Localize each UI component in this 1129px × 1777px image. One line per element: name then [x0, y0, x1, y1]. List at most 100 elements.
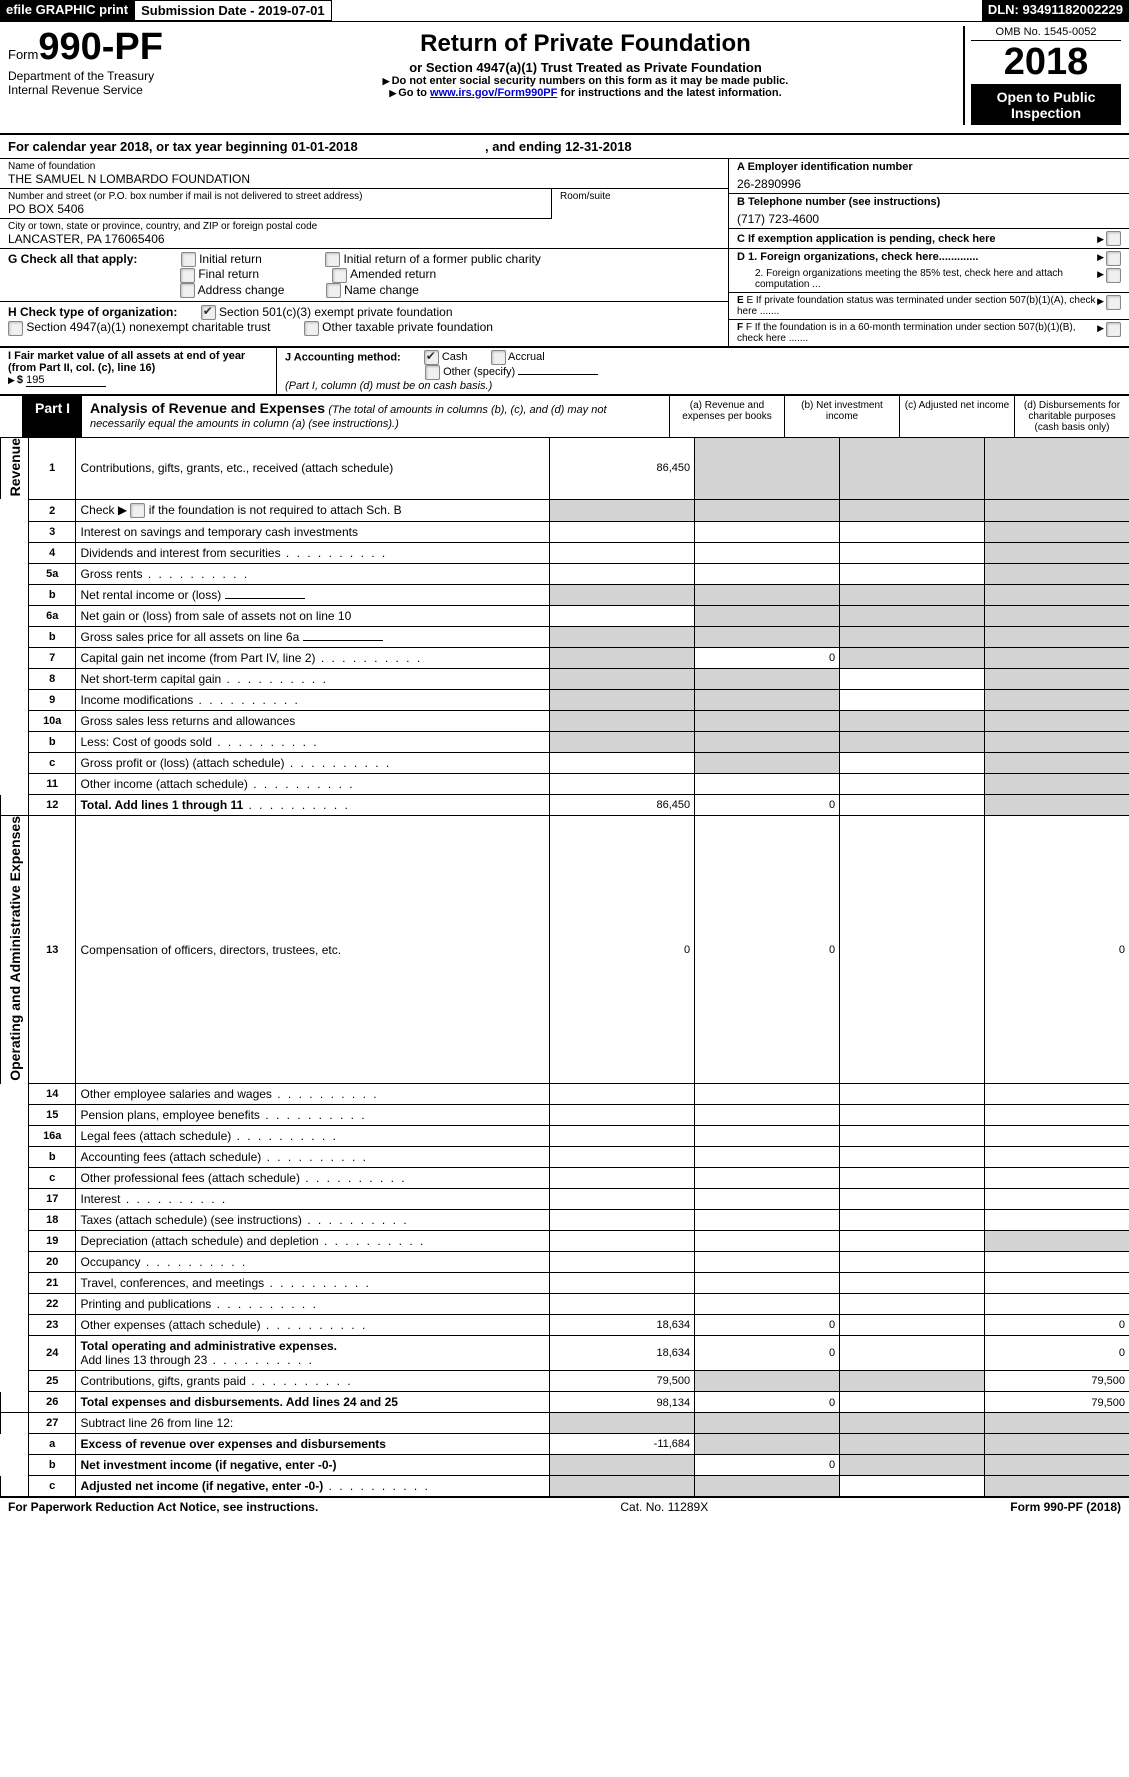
row-num: 26	[29, 1392, 76, 1413]
row-desc: Contributions, gifts, grants, etc., rece…	[76, 438, 550, 499]
checkbox-initial[interactable]	[181, 252, 196, 267]
col-c-header: (c) Adjusted net income	[899, 396, 1014, 437]
cell-a	[550, 1455, 695, 1476]
checkbox-cash[interactable]	[424, 350, 439, 365]
cell-b	[695, 1434, 840, 1455]
row-num: 4	[29, 543, 76, 564]
j-cash: Cash	[442, 351, 468, 363]
e-cell: E E If private foundation status was ter…	[729, 293, 1129, 320]
irs-link[interactable]: www.irs.gov/Form990PF	[430, 87, 557, 99]
checkbox-other[interactable]	[425, 365, 440, 380]
checkbox-schb[interactable]	[130, 503, 145, 518]
cell-d	[985, 543, 1129, 564]
form-subtitle: or Section 4947(a)(1) Trust Treated as P…	[208, 60, 963, 75]
footer-left: For Paperwork Reduction Act Notice, see …	[8, 1500, 318, 1514]
row-desc: Travel, conferences, and meetings	[76, 1273, 550, 1294]
cell-b	[695, 564, 840, 585]
f-label: F If the foundation is in a 60-month ter…	[737, 322, 1076, 344]
row-num: b	[29, 627, 76, 648]
h-opt3: Other taxable private foundation	[322, 320, 493, 334]
cell-d	[985, 669, 1129, 690]
cell-c	[840, 648, 985, 669]
cell-b	[695, 522, 840, 543]
cell-a: -11,684	[550, 1434, 695, 1455]
dollar-sign: $	[17, 374, 23, 386]
row-desc: Other income (attach schedule)	[76, 774, 550, 795]
row-desc: Other expenses (attach schedule)	[76, 1315, 550, 1336]
cell-c	[840, 522, 985, 543]
cell-d	[985, 522, 1129, 543]
cell-a	[550, 690, 695, 711]
cell-a	[550, 753, 695, 774]
part-label: Part I	[23, 396, 82, 437]
g-opt2: Initial return of a former public charit…	[343, 252, 540, 266]
checkbox-address[interactable]	[180, 283, 195, 298]
checkbox-initial-former[interactable]	[325, 252, 340, 267]
cell-c	[840, 1476, 985, 1497]
cell-b	[695, 1476, 840, 1497]
street-cell: Number and street (or P.O. box number if…	[0, 189, 551, 219]
cell-d	[985, 1126, 1129, 1147]
row-num: 14	[29, 1084, 76, 1105]
cell-d	[985, 1210, 1129, 1231]
checkbox-501c3[interactable]	[201, 305, 216, 320]
g-label: G Check all that apply:	[8, 252, 137, 266]
j-label: J Accounting method:	[285, 351, 401, 363]
checkbox-other-tax[interactable]	[304, 321, 319, 336]
cell-a	[550, 1126, 695, 1147]
irs-label: Internal Revenue Service	[8, 83, 208, 97]
row-num: 6a	[29, 606, 76, 627]
cell-b	[695, 1371, 840, 1392]
cell-b	[695, 1168, 840, 1189]
cell-b	[695, 543, 840, 564]
row-num: 8	[29, 669, 76, 690]
cell-d	[985, 732, 1129, 753]
g-opt4: Amended return	[350, 267, 436, 281]
row-num: 17	[29, 1189, 76, 1210]
cell-d	[985, 1105, 1129, 1126]
checkbox-e[interactable]	[1106, 295, 1121, 310]
row-desc: Net investment income (if negative, ente…	[76, 1455, 550, 1476]
cell-d	[985, 1231, 1129, 1252]
checkbox-name[interactable]	[326, 283, 341, 298]
cell-b: 0	[695, 816, 840, 1084]
checkbox-amended[interactable]	[332, 268, 347, 283]
checkbox-final[interactable]	[180, 268, 195, 283]
cell-d	[985, 1084, 1129, 1105]
cell-c	[840, 606, 985, 627]
c-cell: C If exemption application is pending, c…	[729, 229, 1129, 249]
cell-c	[840, 1126, 985, 1147]
cell-b	[695, 499, 840, 521]
cell-c	[840, 1336, 985, 1371]
arrow-icon	[1097, 322, 1106, 344]
calendar-year-row: For calendar year 2018, or tax year begi…	[0, 135, 1129, 159]
cell-b	[695, 669, 840, 690]
cell-a	[550, 669, 695, 690]
fmv-value: 195	[26, 374, 106, 387]
checkbox-4947[interactable]	[8, 321, 23, 336]
cell-a: 79,500	[550, 1371, 695, 1392]
part-title: Analysis of Revenue and Expenses	[90, 400, 325, 416]
row-desc: Total expenses and disbursements. Add li…	[76, 1392, 550, 1413]
cell-b	[695, 1147, 840, 1168]
cell-a	[550, 1231, 695, 1252]
checkbox-f[interactable]	[1106, 322, 1121, 337]
checkbox-d2[interactable]	[1106, 268, 1121, 283]
row-desc: Other employee salaries and wages	[76, 1084, 550, 1105]
cell-b	[695, 1273, 840, 1294]
checkbox-d1[interactable]	[1106, 251, 1121, 266]
f-cell: F F If the foundation is in a 60-month t…	[729, 320, 1129, 346]
row-num: b	[29, 1147, 76, 1168]
room-cell: Room/suite	[551, 189, 728, 219]
row-desc: Depreciation (attach schedule) and deple…	[76, 1231, 550, 1252]
g-section: G Check all that apply: Initial return I…	[0, 249, 728, 302]
cell-b	[695, 774, 840, 795]
checkbox-c[interactable]	[1106, 231, 1121, 246]
cell-a: 98,134	[550, 1392, 695, 1413]
cell-a	[550, 1168, 695, 1189]
identification-section: Name of foundation THE SAMUEL N LOMBARDO…	[0, 159, 1129, 347]
checkbox-accrual[interactable]	[491, 350, 506, 365]
j-note: (Part I, column (d) must be on cash basi…	[285, 380, 492, 392]
cell-d	[985, 585, 1129, 606]
row-num: 1	[29, 438, 76, 499]
